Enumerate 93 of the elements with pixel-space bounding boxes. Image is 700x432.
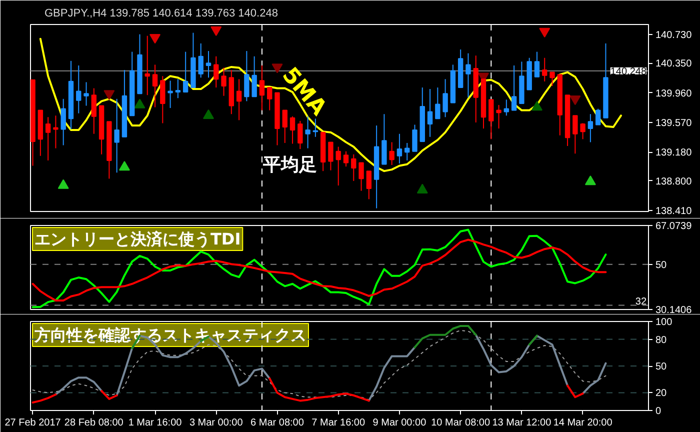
- candlestick: [76, 64, 82, 114]
- x-tick-label: 3 Mar 00:00: [189, 418, 244, 428]
- y-tick-label: 139.960: [656, 88, 692, 100]
- y-tick-label: 140.730: [656, 30, 692, 41]
- chart-title: GBPJPY.,H4 139.785 140.614 139.763 140.248: [44, 8, 278, 20]
- candlestick: [427, 88, 433, 138]
- candlestick: [511, 64, 517, 111]
- candlestick: [412, 124, 418, 152]
- point: [58, 179, 69, 189]
- x-tick-label: 28 Feb 08:00: [64, 418, 124, 428]
- candlestick: [175, 78, 181, 99]
- candlestick: [160, 76, 166, 124]
- candlestick: [504, 99, 510, 116]
- y-tick-label: 138.800: [656, 176, 692, 188]
- candlestick: [328, 142, 334, 171]
- candlestick: [60, 98, 66, 146]
- candlestick: [244, 50, 250, 102]
- candlestick: [267, 86, 272, 111]
- candlestick: [488, 99, 494, 140]
- candlestick: [442, 78, 448, 118]
- candlestick: [114, 98, 120, 174]
- y-tick-label: 50: [656, 362, 668, 372]
- point: [539, 28, 550, 38]
- candlestick: [396, 133, 402, 164]
- candlestick: [312, 118, 318, 138]
- point: [416, 184, 428, 194]
- candlestick: [206, 50, 212, 78]
- candlestick: [144, 35, 150, 96]
- point: [272, 64, 283, 74]
- y-tick-label: 139.570: [656, 118, 692, 129]
- point: [210, 26, 222, 36]
- candlestick: [221, 67, 226, 96]
- x-tick-label: 27 Feb 2017: [4, 418, 62, 428]
- x-tick-label: 9 Mar 00:00: [372, 418, 427, 428]
- ref-line-label: 140.248: [610, 66, 647, 78]
- candlestick: [466, 52, 471, 98]
- x-tick-label: 10 Mar 08:00: [431, 418, 490, 428]
- ref-line-label: 32: [635, 296, 647, 308]
- candlestick: [53, 115, 58, 149]
- x-tick-label: 14 Mar 20:00: [553, 418, 613, 428]
- candlestick: [290, 116, 296, 144]
- candlestick: [366, 170, 372, 200]
- x-tick-label: 6 Mar 08:00: [250, 418, 304, 428]
- candlestick: [496, 104, 502, 130]
- candlestick: [168, 80, 173, 109]
- candlestick: [382, 114, 387, 165]
- x-tick-label: 7 Mar 16:00: [312, 418, 366, 428]
- candlestick: [358, 162, 364, 192]
- point: [150, 34, 161, 44]
- annotation: 平均足: [262, 154, 318, 176]
- candlestick: [595, 108, 601, 126]
- point: [570, 96, 581, 106]
- candlestick: [236, 78, 242, 121]
- point: [584, 175, 596, 186]
- candlestick: [404, 142, 410, 161]
- y-tick-label: 138.410: [656, 206, 692, 218]
- candlestick: [45, 116, 51, 161]
- y-tick-label: 80: [656, 334, 668, 346]
- candlestick: [588, 114, 594, 143]
- y-tick-label: 0: [656, 406, 662, 417]
- y-tick-label: 100: [656, 317, 673, 328]
- candlestick: [534, 51, 540, 78]
- candlestick: [343, 150, 349, 168]
- candlestick: [198, 42, 204, 78]
- y-tick-label: 140.350: [656, 58, 692, 70]
- candlestick: [351, 154, 356, 182]
- y-tick-label: 30.1406: [656, 305, 692, 316]
- candlestick: [580, 122, 586, 140]
- x-tick-label: 13 Mar 12:00: [492, 418, 552, 428]
- y-tick-label: 20: [656, 388, 668, 400]
- x-tick-label: 1 Mar 16:00: [128, 418, 182, 428]
- line-series: [32, 228, 607, 308]
- candlestick: [550, 72, 555, 86]
- candlestick: [91, 88, 97, 134]
- candlestick: [572, 115, 578, 154]
- point: [118, 161, 130, 171]
- candlestick: [542, 57, 548, 82]
- candlestick: [252, 56, 257, 98]
- candlestick: [435, 86, 440, 120]
- y-tick-label: 67.0739: [656, 221, 692, 232]
- candlestick: [259, 64, 265, 111]
- candlestick: [182, 51, 188, 93]
- y-tick-label: 139.180: [656, 148, 692, 159]
- candlestick: [389, 142, 394, 166]
- candlestick: [84, 82, 89, 106]
- point: [104, 90, 115, 100]
- candlestick: [214, 56, 219, 88]
- candlestick: [152, 64, 158, 108]
- candlestick: [336, 146, 341, 186]
- y-tick-label: 50: [656, 260, 668, 271]
- candlestick: [305, 116, 310, 149]
- candlestick: [298, 120, 303, 150]
- chart-title: エントリーと決済に使うTDI: [34, 230, 241, 248]
